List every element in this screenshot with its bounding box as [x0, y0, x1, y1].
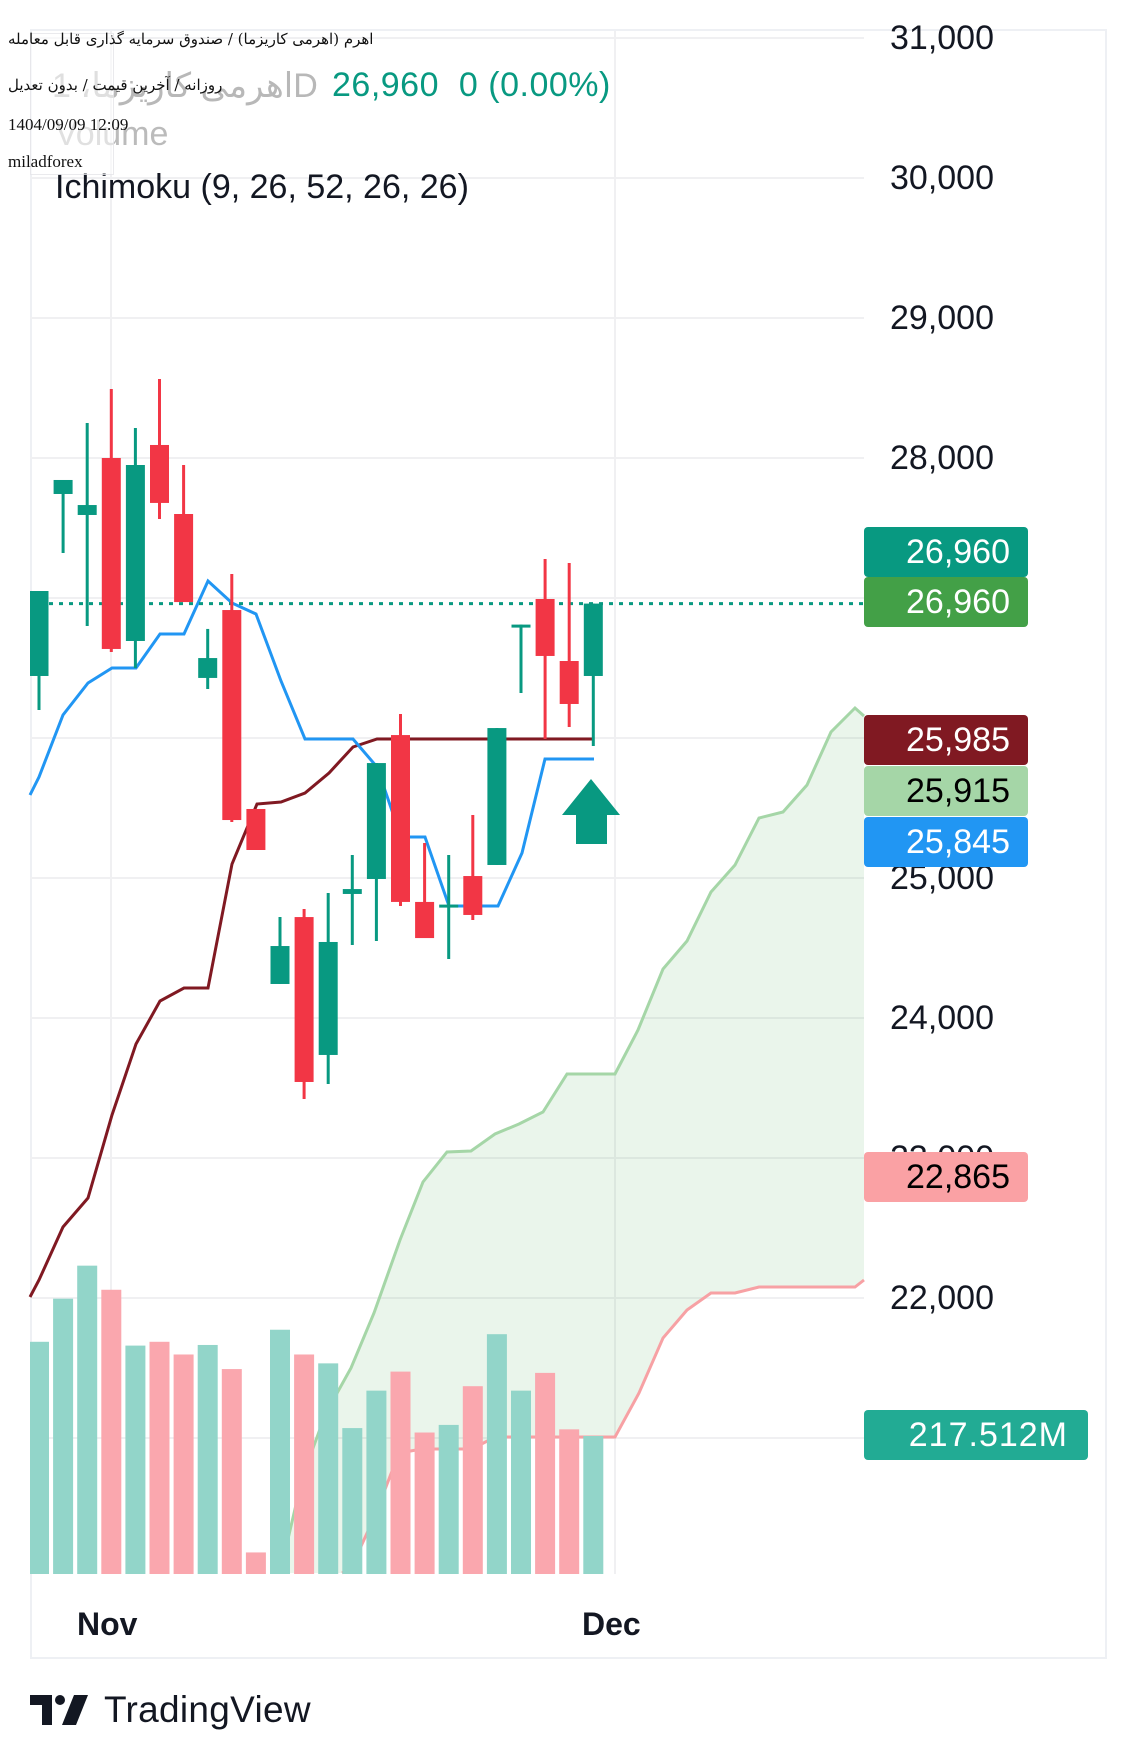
price-tick: 28,000 — [890, 439, 994, 477]
price-tick: 29,000 — [890, 299, 994, 337]
time-label-nov: Nov — [77, 1606, 138, 1642]
price-tick: 24,000 — [890, 999, 994, 1037]
ichimoku-cloud — [278, 705, 865, 1575]
time-label-dec: Dec — [582, 1606, 641, 1642]
tradingview-logo[interactable]: TradingView — [30, 1689, 311, 1730]
last-price-tag: 26,960 — [864, 527, 1028, 577]
candlesticks — [30, 379, 603, 1100]
lagging-span-tag: 26,960 — [864, 577, 1028, 627]
price-tick: 30,000 — [890, 159, 994, 197]
volume-bars — [30, 1265, 604, 1574]
arrow-up-icon — [562, 779, 620, 844]
tradingview-icon — [30, 1695, 88, 1725]
leading-span-b-tag: 22,865 — [864, 1152, 1028, 1202]
volume-tag: 217.512M — [864, 1410, 1088, 1460]
tenkan-tag: 25,845 — [864, 817, 1028, 867]
tradingview-wordmark: TradingView — [104, 1689, 311, 1730]
leading-span-a-tag: 25,915 — [864, 766, 1028, 816]
price-tick: 22,000 — [890, 1279, 994, 1317]
price-tick: 31,000 — [890, 19, 994, 57]
kijun-tag: 25,985 — [864, 715, 1028, 765]
chart-frame — [30, 29, 1107, 1659]
